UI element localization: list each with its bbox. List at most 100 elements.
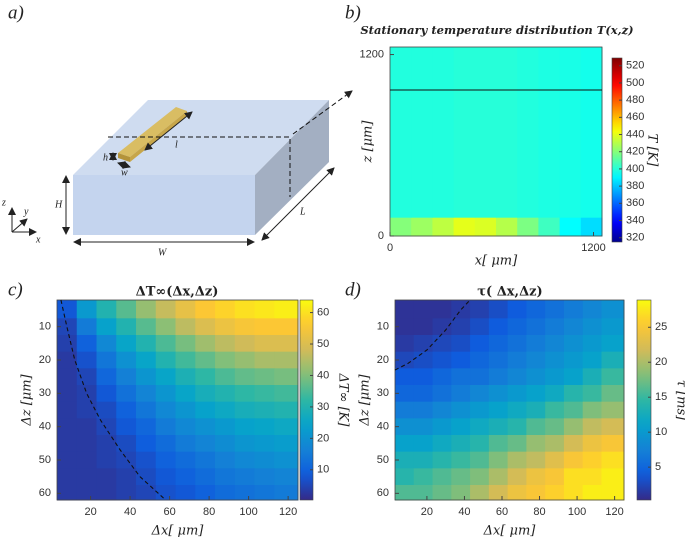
heat-cell bbox=[195, 318, 216, 336]
heat-cell bbox=[57, 418, 78, 436]
colorbar-tick-label: 460 bbox=[626, 111, 644, 123]
colorbar-tick-label: 60 bbox=[317, 306, 329, 318]
heat-cell bbox=[582, 418, 602, 436]
heat-cell bbox=[563, 318, 584, 336]
heat-cell bbox=[395, 468, 415, 486]
heat-cell bbox=[215, 385, 236, 403]
heat-cell bbox=[451, 451, 471, 469]
heat-cell bbox=[526, 351, 546, 369]
heat-cell bbox=[395, 418, 415, 436]
heat-cell bbox=[432, 401, 452, 419]
dim-label: W bbox=[158, 247, 168, 258]
heat-cell bbox=[582, 435, 602, 453]
heat-cell bbox=[195, 435, 216, 453]
heat-cell bbox=[254, 368, 275, 386]
x-tick-label: 100 bbox=[239, 506, 257, 518]
heat-cell bbox=[136, 485, 157, 501]
x-tick-label: 100 bbox=[568, 506, 586, 518]
heat-cell bbox=[116, 318, 137, 336]
colorbar bbox=[299, 299, 314, 501]
heat-cell bbox=[215, 300, 236, 319]
heat-cell bbox=[116, 418, 137, 436]
heat-cell bbox=[155, 385, 177, 403]
heat-cell bbox=[57, 435, 78, 453]
heat-cell bbox=[234, 385, 256, 403]
heat-cell bbox=[136, 318, 157, 336]
colorbar-tick-label: 400 bbox=[626, 163, 644, 175]
chart-title: τ( Δx,Δz) bbox=[477, 285, 542, 300]
heat-cell bbox=[96, 468, 117, 486]
heat-cell bbox=[432, 335, 452, 353]
heat-cell bbox=[563, 335, 584, 353]
heat-cell bbox=[175, 300, 196, 319]
heat-cell bbox=[57, 385, 78, 403]
colorbar-tick-label: 40 bbox=[317, 369, 329, 381]
heat-cell bbox=[96, 318, 117, 336]
y-tick-label: 40 bbox=[39, 421, 51, 433]
heat-cell bbox=[254, 351, 275, 369]
heat-cell bbox=[507, 451, 527, 469]
x-tick-label: 20 bbox=[84, 506, 96, 518]
heat-cell bbox=[470, 401, 490, 419]
dim-label: h bbox=[103, 152, 108, 163]
heat-cell bbox=[545, 418, 565, 436]
heat-cell bbox=[175, 451, 196, 469]
heat-cell bbox=[254, 385, 275, 403]
heat-cell bbox=[517, 47, 539, 218]
heat-cell bbox=[601, 435, 625, 453]
heat-cell bbox=[175, 385, 196, 403]
heat-cell bbox=[545, 300, 565, 319]
heat-cell bbox=[601, 451, 625, 469]
heat-cell bbox=[432, 47, 455, 218]
colorbar-tick-label: 320 bbox=[626, 232, 644, 244]
heat-cell bbox=[526, 401, 546, 419]
heater-front bbox=[118, 153, 130, 162]
heat-cell bbox=[215, 318, 236, 336]
dim-label: L bbox=[299, 206, 306, 217]
heat-cell bbox=[563, 385, 584, 403]
heat-cell bbox=[234, 468, 256, 486]
heat-cell bbox=[155, 318, 177, 336]
y-tick-label: 60 bbox=[377, 487, 389, 499]
heat-cell bbox=[395, 351, 415, 369]
heat-cell bbox=[395, 435, 415, 453]
heat-cell bbox=[507, 300, 527, 319]
heat-cell bbox=[195, 418, 216, 436]
heat-cell bbox=[545, 368, 565, 386]
heat-cell bbox=[470, 300, 490, 319]
heat-cell bbox=[390, 47, 412, 218]
heat-cell bbox=[96, 401, 117, 419]
heat-cell bbox=[136, 335, 157, 353]
heat-cell bbox=[432, 385, 452, 403]
heat-cell bbox=[234, 368, 256, 386]
heat-cell bbox=[488, 451, 509, 469]
heat-cell bbox=[116, 468, 137, 486]
heat-cell bbox=[116, 401, 137, 419]
colorbar-tick-label: 500 bbox=[626, 77, 644, 89]
heat-cell bbox=[96, 435, 117, 453]
heat-cell bbox=[488, 401, 509, 419]
y-axis-label: Δz [μm] bbox=[358, 373, 373, 426]
heat-cell bbox=[215, 335, 236, 353]
y-tick-label: 20 bbox=[377, 354, 389, 366]
heat-cell bbox=[470, 385, 490, 403]
heat-cell bbox=[432, 468, 452, 486]
dim-arrow bbox=[261, 167, 335, 241]
x-tick-label: 80 bbox=[533, 506, 545, 518]
heat-cell bbox=[507, 368, 527, 386]
heat-cell bbox=[136, 451, 157, 469]
heat-cell bbox=[274, 385, 299, 403]
heat-cell bbox=[601, 351, 625, 369]
heat-cell bbox=[76, 418, 98, 436]
dim-arrow bbox=[117, 160, 131, 170]
heat-cell bbox=[507, 401, 527, 419]
heat-cell bbox=[395, 385, 415, 403]
heat-cell bbox=[215, 451, 236, 469]
colorbar-tick-label: 420 bbox=[626, 146, 644, 158]
heat-cell bbox=[545, 451, 565, 469]
heat-cell bbox=[470, 318, 490, 336]
heat-cell bbox=[538, 47, 561, 218]
heat-cell bbox=[474, 47, 497, 218]
heat-cell bbox=[155, 451, 177, 469]
heat-cell bbox=[274, 318, 299, 336]
